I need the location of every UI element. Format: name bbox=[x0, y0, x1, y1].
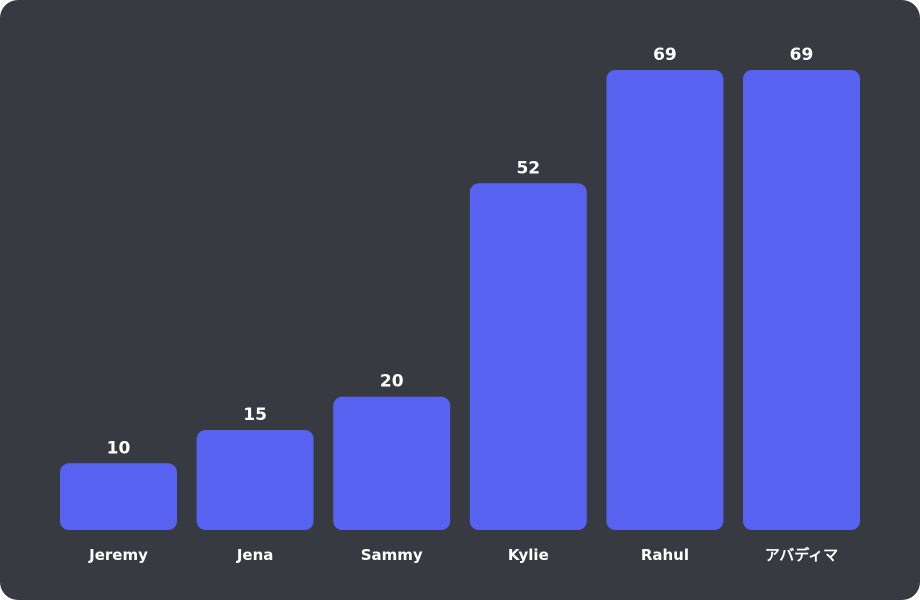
value-label-1: 15 bbox=[243, 405, 267, 425]
value-label-0: 10 bbox=[107, 438, 131, 458]
bar-1 bbox=[196, 430, 314, 530]
value-label-4: 69 bbox=[653, 45, 677, 65]
bar-3 bbox=[469, 183, 587, 531]
value-labels-group: 10 15 20 52 69 69 bbox=[107, 45, 814, 458]
category-labels-group: Jeremy Jena Sammy Kylie Rahul アバディマ bbox=[88, 546, 838, 564]
category-label-2: Sammy bbox=[361, 546, 423, 564]
category-label-1: Jena bbox=[236, 546, 274, 564]
category-label-0: Jeremy bbox=[88, 546, 148, 564]
value-label-3: 52 bbox=[516, 158, 540, 178]
category-label-4: Rahul bbox=[641, 546, 689, 564]
category-label-5: アバディマ bbox=[765, 546, 838, 564]
value-label-5: 69 bbox=[790, 45, 814, 65]
bar-0 bbox=[60, 463, 177, 530]
bar-4 bbox=[606, 70, 724, 530]
bar-5 bbox=[743, 70, 860, 530]
value-label-2: 20 bbox=[380, 372, 404, 392]
bar-2 bbox=[333, 396, 451, 530]
bars-group bbox=[60, 70, 860, 531]
category-label-3: Kylie bbox=[508, 546, 549, 564]
